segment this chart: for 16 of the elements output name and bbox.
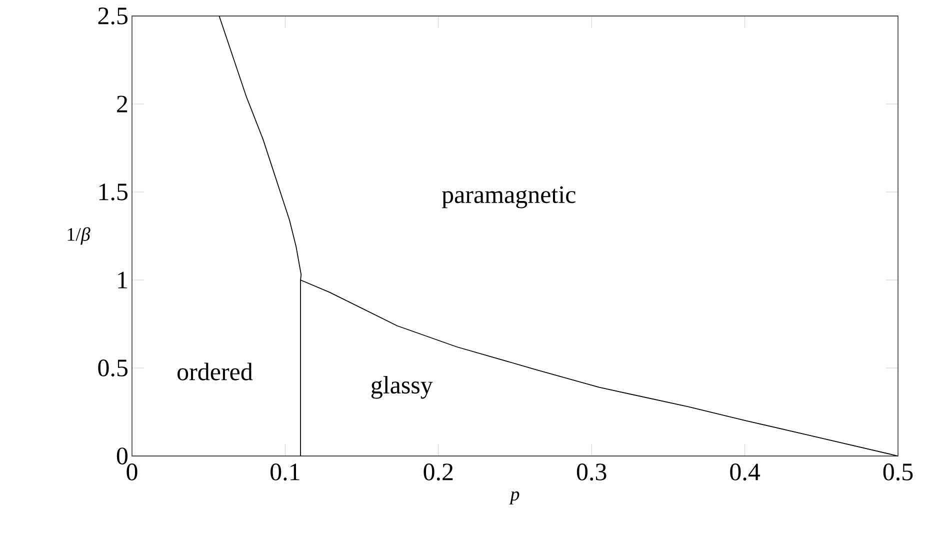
annotation: ordered <box>178 362 253 380</box>
x-tick-label: 0.1 <box>270 464 300 481</box>
annotation: glassy <box>371 376 433 399</box>
y-tick-label: 0.5 <box>98 360 128 376</box>
x-tick-label: 0.5 <box>883 464 913 481</box>
y-axis-title: 1/β <box>68 227 90 245</box>
x-axis-title: p <box>509 491 520 504</box>
x-tick-label: 0.2 <box>424 464 453 481</box>
y-tick-label: 2 <box>117 96 128 112</box>
y-tick-label: 1.5 <box>99 184 128 200</box>
y-tick-label: 1 <box>118 272 127 288</box>
y-tick-label: 2.5 <box>98 8 128 24</box>
annotation: paramagnetic <box>442 186 576 208</box>
x-tick-label: 0.4 <box>730 464 760 481</box>
x-tick-label: 0.3 <box>576 464 606 481</box>
y-tick-label: 0 <box>116 448 128 464</box>
